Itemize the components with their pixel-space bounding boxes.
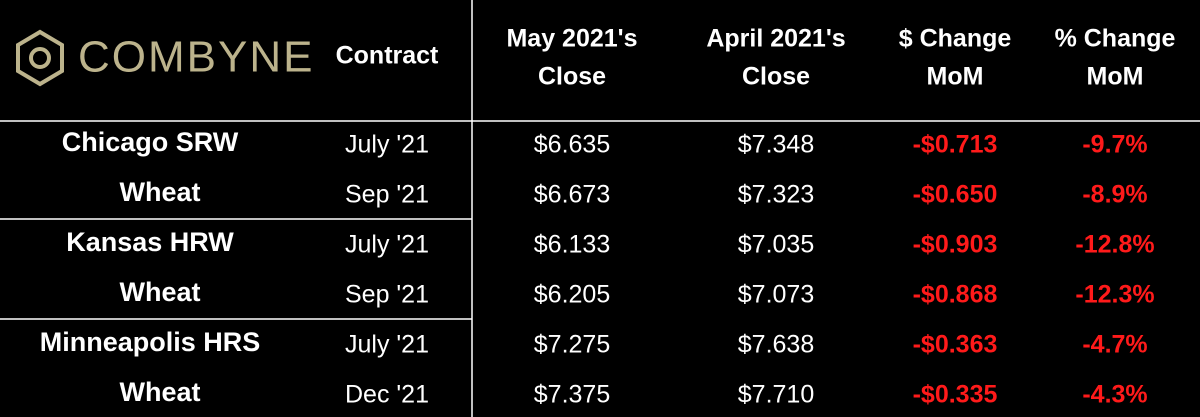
commodity-name: Chicago SRW — [62, 127, 239, 157]
cell: July '21 — [345, 131, 429, 159]
commodity-name: Minneapolis HRS — [40, 327, 261, 357]
cell: -$0.713 — [913, 131, 998, 159]
cell: $7.323 — [738, 181, 814, 209]
column-header: May 2021's — [506, 25, 637, 53]
cell: $6.673 — [534, 181, 610, 209]
column-header: $ Change — [899, 25, 1012, 53]
cell: $6.205 — [534, 281, 610, 309]
cell: -$0.903 — [913, 231, 998, 259]
column-header: Contract — [336, 42, 439, 70]
column-header: % Change — [1055, 25, 1176, 53]
cell: -$0.650 — [913, 181, 998, 209]
commodity-name: Kansas HRW — [66, 227, 234, 257]
cell: Sep '21 — [345, 181, 429, 209]
logo-text: COMBYNE — [78, 33, 314, 82]
column-header: Close — [538, 63, 606, 91]
cell: -9.7% — [1082, 131, 1147, 159]
commodity-name: Wheat — [120, 177, 201, 207]
cell: July '21 — [345, 331, 429, 359]
cell: Sep '21 — [345, 281, 429, 309]
cell: $7.035 — [738, 231, 814, 259]
cell: $7.710 — [738, 381, 814, 409]
cell: -$0.868 — [913, 281, 998, 309]
cell: Dec '21 — [345, 381, 429, 409]
cell: $6.635 — [534, 131, 610, 159]
commodity-name: Wheat — [120, 277, 201, 307]
logo-icon — [16, 29, 64, 87]
column-header: MoM — [1087, 63, 1144, 91]
column-header: Close — [742, 63, 810, 91]
cell: $7.638 — [738, 331, 814, 359]
cell: $7.348 — [738, 131, 814, 159]
cell: -8.9% — [1082, 181, 1147, 209]
cell: $7.375 — [534, 381, 610, 409]
cell: -4.3% — [1082, 381, 1147, 409]
column-header: April 2021's — [706, 25, 845, 53]
cell: -12.3% — [1075, 281, 1154, 309]
column-header: MoM — [927, 63, 984, 91]
cell: $6.133 — [534, 231, 610, 259]
cell: -4.7% — [1082, 331, 1147, 359]
cell: $7.275 — [534, 331, 610, 359]
cell: -$0.363 — [913, 331, 998, 359]
cell: $7.073 — [738, 281, 814, 309]
cell: -$0.335 — [913, 381, 998, 409]
commodity-name: Wheat — [120, 377, 201, 407]
cell: July '21 — [345, 231, 429, 259]
cell: -12.8% — [1075, 231, 1154, 259]
